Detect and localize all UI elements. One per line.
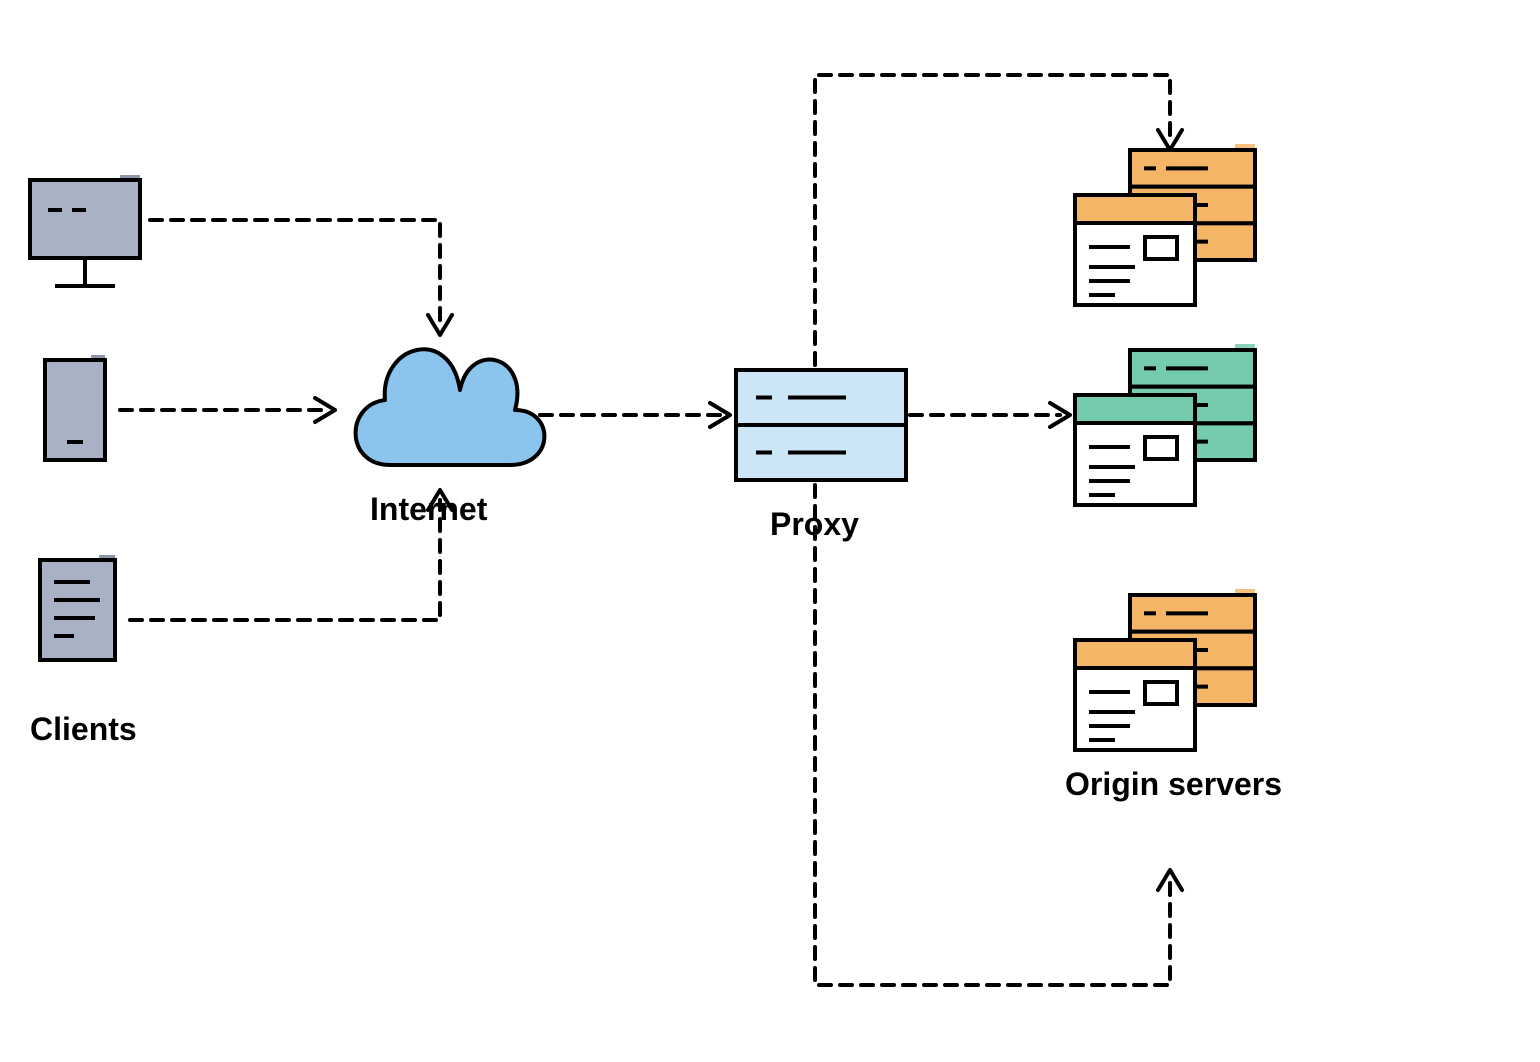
proxy-icon [736, 370, 906, 480]
label-internet: Internet [370, 491, 488, 527]
client-monitor-icon [30, 175, 140, 286]
edge-client-monitor-cloud [150, 220, 440, 325]
server-icon [1075, 144, 1255, 305]
cloud-icon [356, 349, 545, 465]
server-icon [1075, 344, 1255, 505]
label-proxy: Proxy [770, 506, 859, 542]
label-origin_servers: Origin servers [1065, 766, 1282, 802]
diagram-canvas: Clients Internet Proxy Origin servers [0, 0, 1540, 1062]
server-icon [1075, 589, 1255, 750]
label-clients: Clients [30, 711, 137, 747]
client-phone-icon [45, 355, 105, 460]
client-doc-icon [40, 555, 115, 660]
